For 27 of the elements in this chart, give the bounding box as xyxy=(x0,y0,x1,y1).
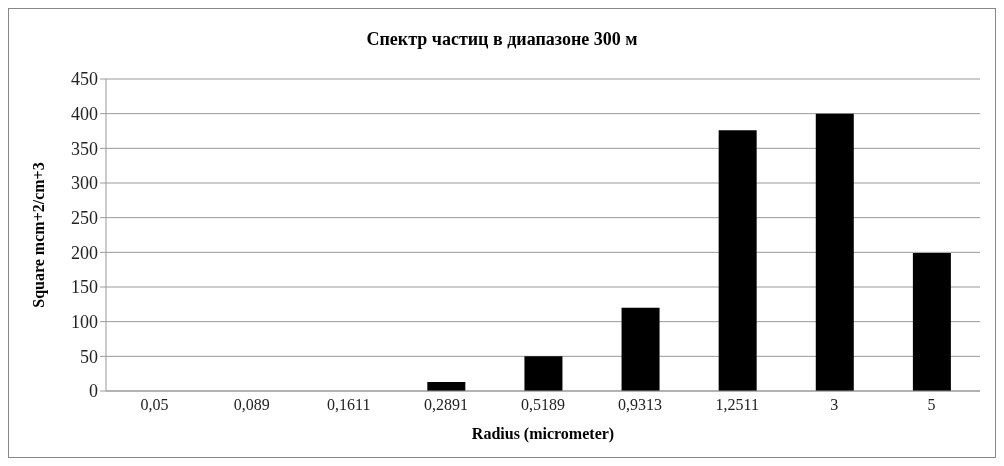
x-tick-label: 0,089 xyxy=(233,396,270,414)
x-axis-title: Radius (micrometer) xyxy=(471,425,615,443)
y-axis-title: Square mcm+2/cm+3 xyxy=(29,162,48,308)
x-tick-label: 0,2891 xyxy=(423,396,468,414)
x-tick-label: 0,05 xyxy=(140,396,169,414)
y-tick-label: 400 xyxy=(71,104,98,125)
y-tick-label: 300 xyxy=(71,173,98,194)
y-tick-label: 0 xyxy=(89,381,98,402)
bar xyxy=(815,113,854,391)
y-tick-label: 350 xyxy=(71,138,98,159)
chart-title: Спектр частиц в диапазоне 300 м xyxy=(365,29,639,50)
x-tick-label: 3 xyxy=(830,396,839,414)
bar xyxy=(621,307,660,391)
y-tick-label: 50 xyxy=(80,346,98,367)
y-tick-label: 450 xyxy=(71,69,98,90)
bar xyxy=(912,253,951,391)
x-tick-label: 0,1611 xyxy=(327,396,371,414)
y-tick-label: 150 xyxy=(71,277,98,298)
y-tick-label: 250 xyxy=(71,208,98,229)
bar xyxy=(718,130,757,391)
x-tick-label: 5 xyxy=(927,396,936,414)
x-tick-label: 0,9313 xyxy=(618,396,663,414)
bar xyxy=(524,356,563,391)
y-tick-label: 100 xyxy=(71,312,98,333)
y-tick-label: 200 xyxy=(71,242,98,263)
x-tick-label: 1,2511 xyxy=(715,396,759,414)
x-tick-label: 0,5189 xyxy=(521,396,565,414)
